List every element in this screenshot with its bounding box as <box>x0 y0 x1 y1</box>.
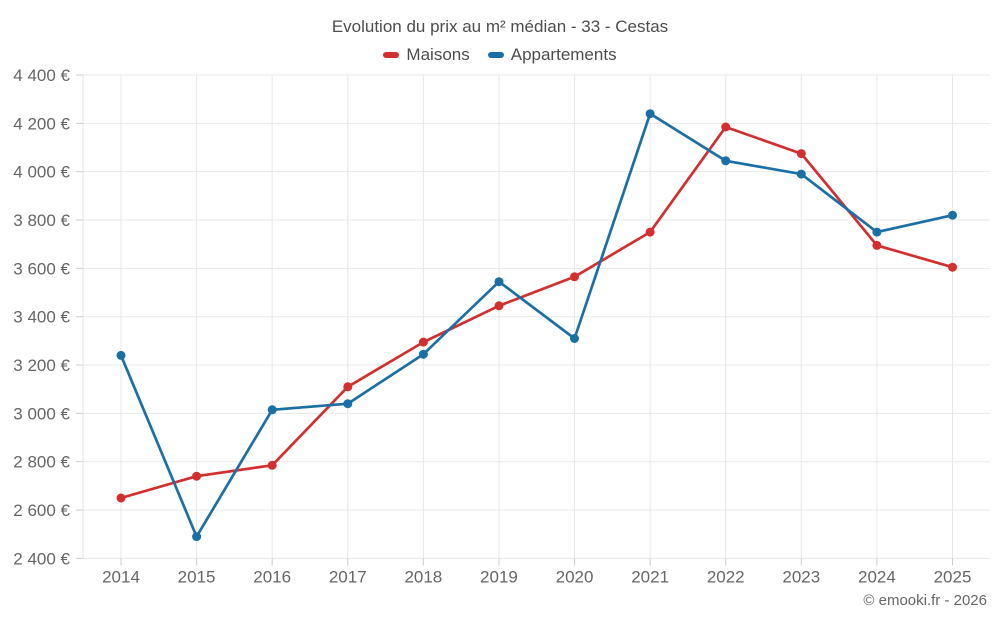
y-tick-label: 3 000 € <box>13 404 70 423</box>
chart-title: Evolution du prix au m² médian - 33 - Ce… <box>331 17 669 36</box>
y-tick-label: 2 800 € <box>13 453 70 472</box>
data-point-maisons-2022 <box>721 122 731 132</box>
data-point-maisons-2018 <box>418 337 428 347</box>
x-tick-label: 2023 <box>782 567 820 586</box>
data-point-appartements-2020 <box>570 334 579 343</box>
x-tick-label: 2021 <box>631 567 669 586</box>
x-tick-label: 2020 <box>556 567 594 586</box>
data-point-maisons-2020 <box>570 272 579 282</box>
data-point-appartements-2022 <box>721 156 731 166</box>
data-point-appartements-2021 <box>645 109 655 119</box>
data-point-maisons-2016 <box>267 460 277 470</box>
x-tick-label: 2015 <box>178 567 216 586</box>
data-point-maisons-2014 <box>116 493 126 503</box>
y-tick-label: 4 400 € <box>13 66 70 85</box>
y-tick-label: 3 200 € <box>13 356 70 375</box>
data-point-maisons-2019 <box>494 301 504 311</box>
data-point-maisons-2025 <box>948 262 957 272</box>
legend-item-appartements[interactable]: Appartements <box>487 45 617 65</box>
series-line-maisons <box>119 125 954 500</box>
y-tick-label: 2 600 € <box>13 501 70 520</box>
legend-label: Appartements <box>510 45 617 64</box>
y-tick-label: 4 200 € <box>13 114 70 133</box>
legend-item-maisons[interactable]: Maisons <box>383 45 470 65</box>
x-tick-label: 2014 <box>102 567 140 586</box>
y-tick-label: 4 000 € <box>13 163 70 182</box>
data-point-appartements-2015 <box>192 532 202 542</box>
data-point-maisons-2015 <box>192 471 202 481</box>
footer-credit: © emooki.fr - 2026 <box>863 592 987 609</box>
data-point-appartements-2019 <box>494 277 504 287</box>
x-tick-label: 2025 <box>934 567 972 586</box>
data-point-maisons-2017 <box>343 382 353 392</box>
data-point-maisons-2024 <box>872 240 882 250</box>
data-point-appartements-2016 <box>267 405 277 415</box>
data-point-appartements-2023 <box>796 169 806 179</box>
y-tick-label: 2 400 € <box>13 549 70 568</box>
series-line-appartements <box>119 112 954 538</box>
y-tick-label: 3 800 € <box>13 211 70 230</box>
chart-legend: Maisons Appartements <box>0 45 1000 65</box>
y-tick-label: 3 600 € <box>13 259 70 278</box>
legend-swatch-maisons <box>383 52 400 58</box>
data-point-appartements-2018 <box>418 349 428 359</box>
data-point-appartements-2025 <box>948 210 957 220</box>
x-tick-label: 2016 <box>253 567 291 586</box>
legend-label: Maisons <box>406 45 470 64</box>
y-tick-label: 3 400 € <box>13 308 70 327</box>
x-tick-label: 2022 <box>707 567 745 586</box>
data-point-appartements-2014 <box>116 350 126 360</box>
x-tick-label: 2017 <box>329 567 367 586</box>
data-point-maisons-2021 <box>645 227 655 237</box>
data-point-appartements-2017 <box>343 399 353 409</box>
legend-swatch-appartements <box>487 52 504 58</box>
data-point-appartements-2024 <box>872 227 882 237</box>
x-tick-label: 2024 <box>858 567 896 586</box>
x-tick-label: 2018 <box>404 567 442 586</box>
data-point-maisons-2023 <box>796 149 806 159</box>
x-tick-label: 2019 <box>480 567 518 586</box>
